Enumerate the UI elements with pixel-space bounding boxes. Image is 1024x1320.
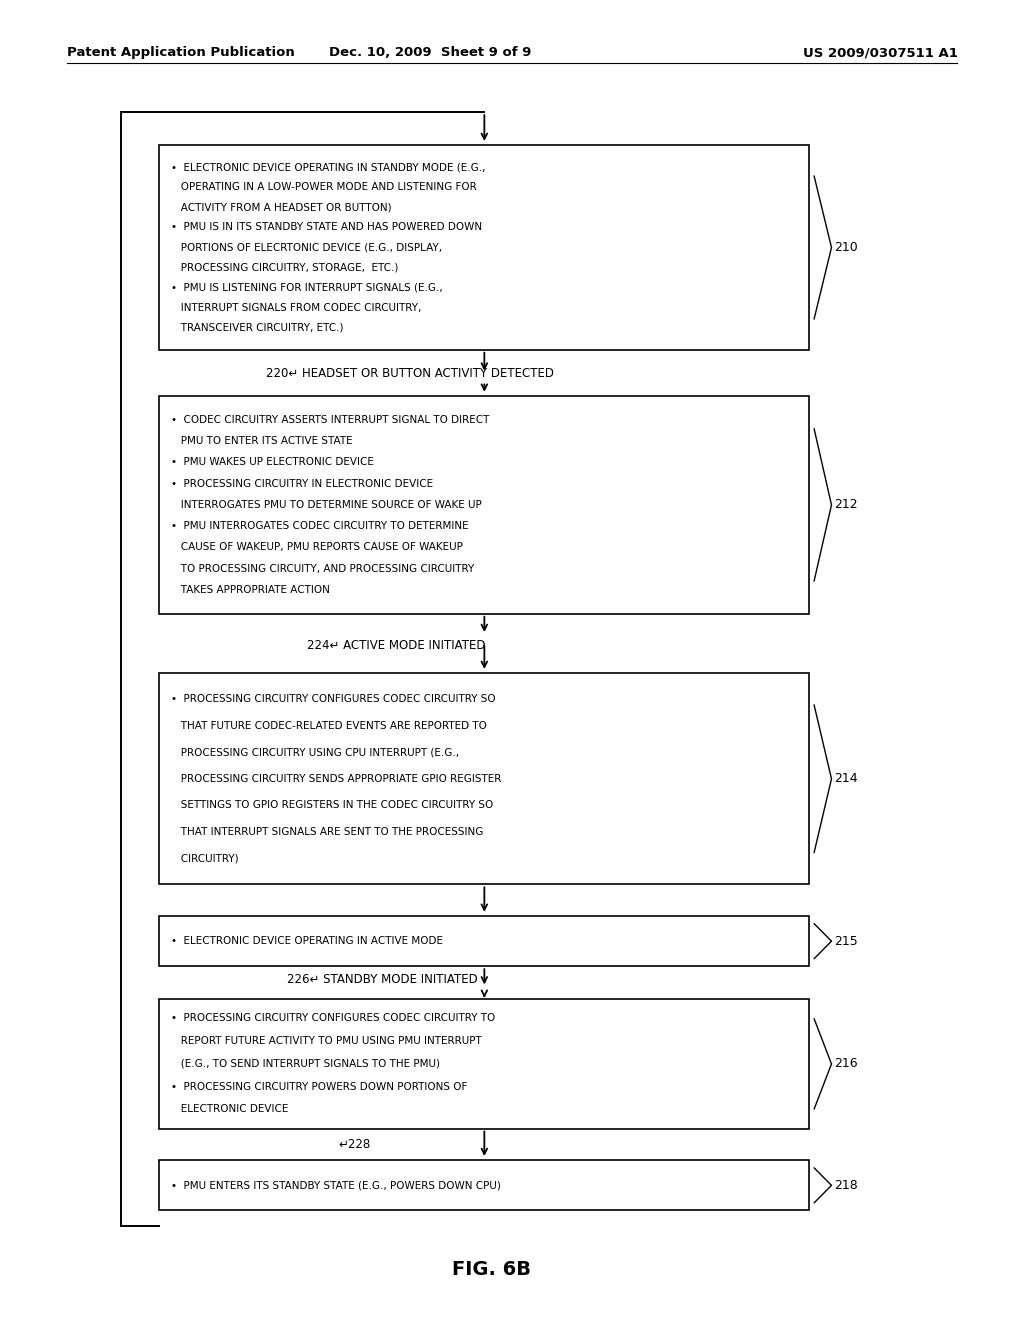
Text: ACTIVITY FROM A HEADSET OR BUTTON): ACTIVITY FROM A HEADSET OR BUTTON)	[171, 202, 391, 213]
Text: •  PMU WAKES UP ELECTRONIC DEVICE: • PMU WAKES UP ELECTRONIC DEVICE	[171, 457, 374, 467]
Text: SETTINGS TO GPIO REGISTERS IN THE CODEC CIRCUITRY SO: SETTINGS TO GPIO REGISTERS IN THE CODEC …	[171, 800, 494, 810]
Text: 220↵ HEADSET OR BUTTON ACTIVITY DETECTED: 220↵ HEADSET OR BUTTON ACTIVITY DETECTED	[266, 367, 554, 380]
Text: 212: 212	[835, 499, 858, 511]
Text: •  PROCESSING CIRCUITRY CONFIGURES CODEC CIRCUITRY SO: • PROCESSING CIRCUITRY CONFIGURES CODEC …	[171, 694, 496, 704]
FancyBboxPatch shape	[159, 145, 809, 350]
Text: ↵228: ↵228	[338, 1138, 370, 1151]
Text: TRANSCEIVER CIRCUITRY, ETC.): TRANSCEIVER CIRCUITRY, ETC.)	[171, 322, 343, 333]
Text: •  PMU IS IN ITS STANDBY STATE AND HAS POWERED DOWN: • PMU IS IN ITS STANDBY STATE AND HAS PO…	[171, 223, 482, 232]
Text: CIRCUITRY): CIRCUITRY)	[171, 854, 239, 863]
Text: •  PMU IS LISTENING FOR INTERRUPT SIGNALS (E.G.,: • PMU IS LISTENING FOR INTERRUPT SIGNALS…	[171, 282, 442, 293]
Text: •  ELECTRONIC DEVICE OPERATING IN ACTIVE MODE: • ELECTRONIC DEVICE OPERATING IN ACTIVE …	[171, 936, 443, 946]
Text: ELECTRONIC DEVICE: ELECTRONIC DEVICE	[171, 1105, 289, 1114]
Text: 214: 214	[835, 772, 858, 785]
FancyBboxPatch shape	[159, 1160, 809, 1210]
Text: THAT INTERRUPT SIGNALS ARE SENT TO THE PROCESSING: THAT INTERRUPT SIGNALS ARE SENT TO THE P…	[171, 826, 483, 837]
Text: •  PMU INTERROGATES CODEC CIRCUITRY TO DETERMINE: • PMU INTERROGATES CODEC CIRCUITRY TO DE…	[171, 521, 469, 531]
Text: TAKES APPROPRIATE ACTION: TAKES APPROPRIATE ACTION	[171, 585, 330, 595]
Text: OPERATING IN A LOW-POWER MODE AND LISTENING FOR: OPERATING IN A LOW-POWER MODE AND LISTEN…	[171, 182, 477, 193]
FancyBboxPatch shape	[159, 999, 809, 1129]
Text: US 2009/0307511 A1: US 2009/0307511 A1	[803, 46, 957, 59]
Text: THAT FUTURE CODEC-RELATED EVENTS ARE REPORTED TO: THAT FUTURE CODEC-RELATED EVENTS ARE REP…	[171, 721, 486, 731]
Text: PROCESSING CIRCUITRY SENDS APPROPRIATE GPIO REGISTER: PROCESSING CIRCUITRY SENDS APPROPRIATE G…	[171, 774, 502, 784]
Text: 224↵ ACTIVE MODE INITIATED: 224↵ ACTIVE MODE INITIATED	[307, 639, 485, 652]
Text: TO PROCESSING CIRCUITY, AND PROCESSING CIRCUITRY: TO PROCESSING CIRCUITY, AND PROCESSING C…	[171, 564, 474, 574]
Text: INTERROGATES PMU TO DETERMINE SOURCE OF WAKE UP: INTERROGATES PMU TO DETERMINE SOURCE OF …	[171, 500, 481, 510]
Text: •  PROCESSING CIRCUITRY POWERS DOWN PORTIONS OF: • PROCESSING CIRCUITRY POWERS DOWN PORTI…	[171, 1081, 467, 1092]
Text: PMU TO ENTER ITS ACTIVE STATE: PMU TO ENTER ITS ACTIVE STATE	[171, 436, 352, 446]
FancyBboxPatch shape	[159, 396, 809, 614]
Text: •  PROCESSING CIRCUITRY CONFIGURES CODEC CIRCUITRY TO: • PROCESSING CIRCUITRY CONFIGURES CODEC …	[171, 1014, 496, 1023]
Text: 210: 210	[835, 242, 858, 253]
Text: Patent Application Publication: Patent Application Publication	[67, 46, 294, 59]
Text: 216: 216	[835, 1057, 858, 1071]
Text: 215: 215	[835, 935, 858, 948]
Text: •  CODEC CIRCUITRY ASSERTS INTERRUPT SIGNAL TO DIRECT: • CODEC CIRCUITRY ASSERTS INTERRUPT SIGN…	[171, 414, 489, 425]
Text: REPORT FUTURE ACTIVITY TO PMU USING PMU INTERRUPT: REPORT FUTURE ACTIVITY TO PMU USING PMU …	[171, 1036, 481, 1047]
Text: PROCESSING CIRCUITRY USING CPU INTERRUPT (E.G.,: PROCESSING CIRCUITRY USING CPU INTERRUPT…	[171, 747, 459, 758]
Text: INTERRUPT SIGNALS FROM CODEC CIRCUITRY,: INTERRUPT SIGNALS FROM CODEC CIRCUITRY,	[171, 302, 422, 313]
Text: 218: 218	[835, 1179, 858, 1192]
Text: •  ELECTRONIC DEVICE OPERATING IN STANDBY MODE (E.G.,: • ELECTRONIC DEVICE OPERATING IN STANDBY…	[171, 162, 485, 173]
FancyBboxPatch shape	[159, 916, 809, 966]
Text: (E.G., TO SEND INTERRUPT SIGNALS TO THE PMU): (E.G., TO SEND INTERRUPT SIGNALS TO THE …	[171, 1059, 440, 1069]
Text: Dec. 10, 2009  Sheet 9 of 9: Dec. 10, 2009 Sheet 9 of 9	[329, 46, 531, 59]
Text: FIG. 6B: FIG. 6B	[452, 1261, 531, 1279]
Text: •  PMU ENTERS ITS STANDBY STATE (E.G., POWERS DOWN CPU): • PMU ENTERS ITS STANDBY STATE (E.G., PO…	[171, 1180, 501, 1191]
Text: PORTIONS OF ELECRTONIC DEVICE (E.G., DISPLAY,: PORTIONS OF ELECRTONIC DEVICE (E.G., DIS…	[171, 243, 442, 252]
Text: CAUSE OF WAKEUP, PMU REPORTS CAUSE OF WAKEUP: CAUSE OF WAKEUP, PMU REPORTS CAUSE OF WA…	[171, 543, 463, 553]
Text: PROCESSING CIRCUITRY, STORAGE,  ETC.): PROCESSING CIRCUITRY, STORAGE, ETC.)	[171, 263, 398, 272]
FancyBboxPatch shape	[159, 673, 809, 884]
Text: 226↵ STANDBY MODE INITIATED: 226↵ STANDBY MODE INITIATED	[287, 973, 477, 986]
Text: •  PROCESSING CIRCUITRY IN ELECTRONIC DEVICE: • PROCESSING CIRCUITRY IN ELECTRONIC DEV…	[171, 479, 433, 488]
